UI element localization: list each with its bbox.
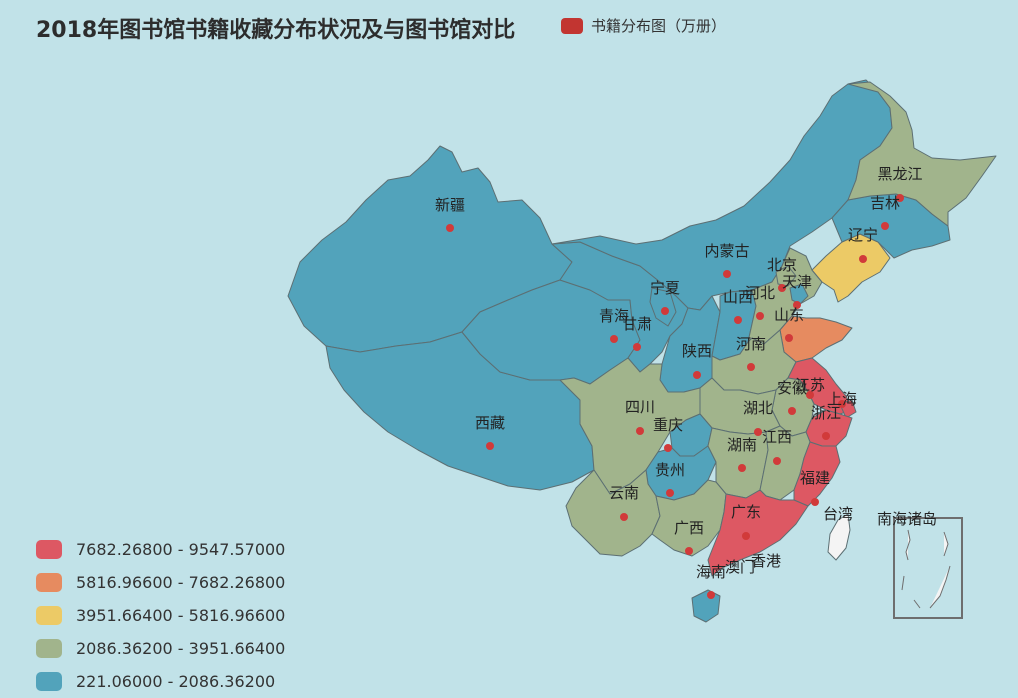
region-label: 辽宁 — [848, 226, 878, 244]
region-label: 湖北 — [743, 399, 773, 417]
region-marker[interactable] — [773, 457, 781, 465]
region-label: 海南 — [696, 563, 726, 581]
region-marker[interactable] — [793, 301, 801, 309]
region-marker[interactable] — [666, 489, 674, 497]
region-label: 江苏 — [795, 376, 825, 394]
region-label: 河北 — [745, 284, 775, 302]
visual-map-swatch — [36, 672, 62, 691]
province-heilongjiang[interactable] — [847, 81, 997, 227]
series-legend[interactable]: 书籍分布图（万册） — [561, 15, 726, 36]
region-marker[interactable] — [778, 284, 786, 292]
region-label: 云南 — [609, 484, 639, 502]
visual-map-item[interactable]: 7682.26800 - 9547.57000 — [36, 533, 285, 566]
region-marker[interactable] — [685, 547, 693, 555]
region-marker[interactable] — [693, 371, 701, 379]
visual-map-item[interactable]: 3951.66400 - 5816.96600 — [36, 599, 285, 632]
visual-map-label: 7682.26800 - 9547.57000 — [76, 540, 286, 559]
south-china-sea-inset — [893, 517, 963, 619]
region-label: 宁夏 — [650, 279, 680, 297]
region-marker[interactable] — [633, 343, 641, 351]
region-marker[interactable] — [756, 312, 764, 320]
region-label: 甘肃 — [622, 315, 652, 333]
region-marker[interactable] — [822, 432, 830, 440]
region-marker[interactable] — [620, 513, 628, 521]
chart-title: 2018年图书馆书籍收藏分布状况及与图书馆对比 — [36, 18, 516, 43]
province-liaoning[interactable] — [811, 233, 891, 303]
region-label: 上海 — [827, 390, 857, 408]
region-marker[interactable] — [610, 335, 618, 343]
visual-map-legend: 7682.26800 - 9547.57000 5816.96600 - 768… — [36, 533, 285, 698]
region-marker[interactable] — [707, 591, 715, 599]
region-marker[interactable] — [636, 427, 644, 435]
region-marker[interactable] — [896, 194, 904, 202]
region-label: 内蒙古 — [704, 242, 749, 260]
region-marker[interactable] — [664, 444, 672, 452]
visual-map-swatch — [36, 639, 62, 658]
province-guangdong[interactable] — [707, 489, 809, 577]
region-marker[interactable] — [747, 363, 755, 371]
region-label: 西藏 — [475, 414, 505, 432]
visual-map-label: 2086.36200 - 3951.66400 — [76, 639, 286, 658]
region-label: 江西 — [762, 428, 792, 446]
region-label: 香港 — [751, 552, 781, 570]
region-label: 台湾 — [823, 505, 853, 523]
region-label: 青海 — [599, 307, 629, 325]
region-label: 贵州 — [655, 461, 685, 479]
region-marker[interactable] — [811, 498, 819, 506]
region-marker[interactable] — [742, 532, 750, 540]
region-marker[interactable] — [838, 400, 846, 408]
region-label: 天津 — [782, 273, 812, 291]
region-marker[interactable] — [446, 224, 454, 232]
region-label: 安徽 — [777, 379, 807, 397]
region-label: 吉林 — [870, 194, 900, 212]
visual-map-item[interactable]: 2086.36200 - 3951.66400 — [36, 632, 285, 665]
visual-map-label: 221.06000 - 2086.36200 — [76, 672, 276, 691]
region-label: 重庆 — [653, 416, 683, 434]
series-legend-swatch — [561, 17, 583, 34]
region-label: 北京 — [767, 256, 797, 274]
region-label: 陕西 — [682, 342, 712, 360]
inset-label: 南海诸岛 — [877, 510, 937, 528]
region-marker[interactable] — [486, 442, 494, 450]
region-marker[interactable] — [754, 428, 762, 436]
region-marker[interactable] — [806, 391, 814, 399]
province-beijing[interactable] — [775, 265, 797, 287]
region-label: 四川 — [625, 398, 655, 416]
visual-map-item[interactable]: 5816.96600 - 7682.26800 — [36, 566, 285, 599]
visual-map-label: 3951.66400 - 5816.96600 — [76, 606, 286, 625]
region-marker[interactable] — [661, 307, 669, 315]
province-sichuan[interactable] — [559, 357, 701, 495]
region-label: 广东 — [731, 503, 761, 521]
province-taiwan[interactable] — [827, 513, 851, 561]
region-label: 浙江 — [811, 404, 841, 422]
region-label: 山东 — [774, 306, 804, 324]
region-label: 广西 — [674, 519, 704, 537]
province-hainan[interactable] — [691, 589, 721, 623]
region-marker[interactable] — [723, 270, 731, 278]
visual-map-item[interactable]: 221.06000 - 2086.36200 — [36, 665, 285, 698]
region-label: 湖南 — [727, 436, 757, 454]
visual-map-label: 5816.96600 - 7682.26800 — [76, 573, 286, 592]
region-label: 新疆 — [435, 196, 465, 214]
region-marker[interactable] — [785, 334, 793, 342]
region-label: 澳门 — [725, 558, 755, 576]
visual-map-swatch — [36, 540, 62, 559]
region-label: 山西 — [723, 288, 753, 306]
region-label: 福建 — [800, 469, 830, 487]
region-marker[interactable] — [734, 316, 742, 324]
province-ningxia[interactable] — [649, 287, 677, 327]
visual-map-swatch — [36, 573, 62, 592]
region-marker[interactable] — [788, 407, 796, 415]
region-label: 黑龙江 — [877, 165, 922, 183]
series-legend-label: 书籍分布图（万册） — [591, 17, 727, 35]
visual-map-swatch — [36, 606, 62, 625]
region-label: 河南 — [736, 335, 766, 353]
region-marker[interactable] — [859, 255, 867, 263]
region-marker[interactable] — [881, 222, 889, 230]
region-marker[interactable] — [738, 464, 746, 472]
province-yunnan[interactable] — [565, 469, 661, 557]
province-tianjin[interactable] — [789, 283, 809, 305]
